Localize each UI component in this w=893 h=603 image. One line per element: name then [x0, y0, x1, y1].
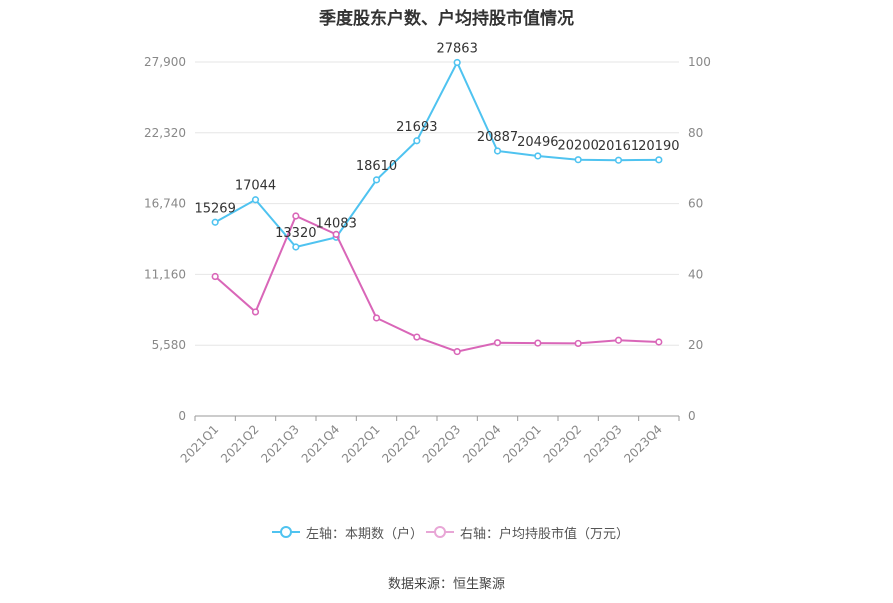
- x-axis-tick-label: 2021Q1: [178, 422, 222, 466]
- data-label: 18610: [356, 159, 397, 174]
- legend-label-left-series: 左轴：本期数（户）: [306, 526, 424, 542]
- avg-holding-value-point: [413, 333, 421, 341]
- left-axis-tick-label: 16,740: [144, 197, 186, 211]
- right-axis-tick-label: 60: [688, 197, 703, 211]
- data-label: 20887: [477, 130, 518, 145]
- x-axis-tick-label: 2021Q3: [258, 422, 302, 466]
- data-label: 27863: [436, 41, 477, 56]
- avg-holding-value-point: [251, 308, 260, 316]
- x-axis-tick-label: 2023Q3: [581, 422, 625, 466]
- data-label: 15269: [194, 201, 235, 216]
- legend-line-circle-icon: [272, 526, 300, 538]
- right-axis-tick-label: 20: [688, 338, 703, 352]
- shareholder-count-point: [534, 152, 542, 160]
- shareholder-count-point: [372, 176, 381, 184]
- x-axis-tick-label: 2021Q2: [218, 422, 262, 466]
- legend-item-left-series[interactable]: 左轴：本期数（户）: [272, 522, 423, 542]
- shareholder-count-line: [214, 60, 659, 249]
- left-axis-tick-label: 11,160: [144, 267, 186, 281]
- x-axis-tick-label: 2023Q1: [500, 422, 544, 466]
- shareholder-count-point: [211, 218, 219, 226]
- x-axis-tick-label: 2023Q4: [621, 422, 665, 466]
- avg-holding-value-point: [372, 314, 381, 322]
- x-axis-tick-label: 2021Q4: [299, 422, 343, 466]
- data-label: 13320: [275, 226, 316, 241]
- chart-title: 季度股东户数、户均持股市值情况: [319, 9, 574, 29]
- avg-holding-value-point: [211, 272, 219, 281]
- left-axis-tick-label: 5,580: [152, 338, 186, 352]
- data-label: 17044: [235, 179, 276, 194]
- shareholder-count-point: [413, 137, 421, 145]
- avg-holding-value-point: [534, 339, 542, 347]
- data-label: 20200: [557, 139, 598, 154]
- shareholder-count-point: [251, 196, 260, 204]
- data-label: 20190: [638, 139, 679, 154]
- right-axis-tick-label: 40: [688, 267, 703, 281]
- shareholder-count-point: [614, 156, 623, 164]
- data-label: 20496: [517, 135, 558, 150]
- left-axis-tick-label: 27,900: [144, 55, 186, 69]
- avg-holding-value-point: [332, 230, 340, 238]
- x-axis-tick-label: 2023Q2: [541, 422, 585, 466]
- legend-label-right-series: 右轴：户均持股市值（万元）: [460, 526, 630, 542]
- data-label: 21693: [396, 120, 437, 135]
- x-axis-tick-label: 2022Q1: [339, 422, 383, 466]
- avg-holding-value-point: [292, 212, 300, 220]
- legend-item-right-series[interactable]: 右轴：户均持股市值（万元）: [426, 522, 629, 542]
- avg-holding-value-point: [655, 338, 663, 346]
- source-text: 数据来源：恒生聚源: [387, 577, 505, 592]
- data-label: 20161: [598, 139, 639, 154]
- left-axis-tick-label: 0: [178, 409, 186, 423]
- avg-holding-value-line: [214, 214, 659, 353]
- avg-holding-value-point: [574, 339, 582, 348]
- avg-holding-value-point: [453, 347, 461, 356]
- shareholder-count-point: [574, 156, 582, 164]
- right-axis-tick-label: 100: [688, 55, 711, 69]
- shareholder-count-point: [292, 243, 300, 251]
- left-axis-tick-label: 22,320: [144, 126, 186, 140]
- x-axis-tick-label: 2022Q4: [460, 422, 504, 466]
- right-axis-tick-label: 80: [688, 126, 703, 140]
- avg-holding-value-point: [493, 339, 502, 347]
- shareholder-count-point: [655, 156, 663, 164]
- legend-line-circle-icon: [426, 526, 454, 538]
- x-axis-tick-label: 2022Q3: [420, 422, 464, 466]
- shareholder-count-point: [453, 58, 461, 67]
- data-label: 14083: [315, 216, 356, 231]
- shareholder-count-point: [493, 147, 502, 155]
- x-axis-tick-label: 2022Q2: [379, 422, 423, 466]
- avg-holding-value-point: [614, 336, 623, 344]
- right-axis-tick-label: 0: [688, 409, 696, 423]
